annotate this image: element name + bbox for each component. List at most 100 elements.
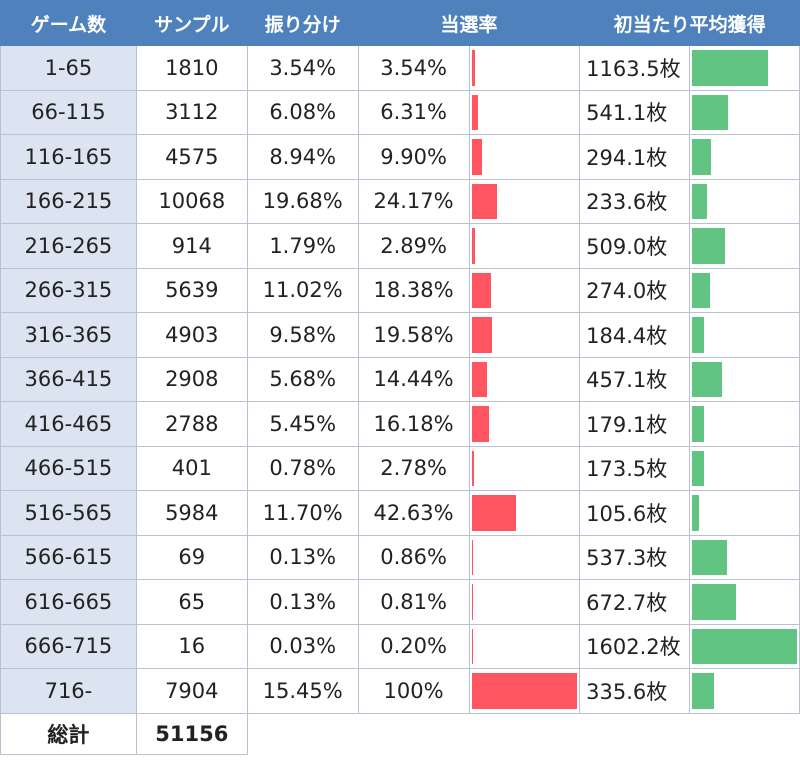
rate-bar-cell [468, 445, 581, 491]
avg-bar-cell [689, 534, 800, 580]
cell-sample: 5984 [135, 490, 248, 536]
cell-sample: 4575 [135, 134, 248, 180]
table-row: 466-515 401 0.78% 2.78% 173.5枚 [0, 445, 800, 491]
rate-bar-cell [468, 45, 581, 91]
table-row: 166-215 10068 19.68% 24.17% 233.6枚 [0, 178, 800, 224]
cell-rate: 19.58% [357, 312, 470, 358]
cell-avg: 274.0枚 [579, 267, 691, 313]
cell-rate: 6.31% [357, 89, 470, 135]
rate-bar-cell [468, 178, 581, 224]
avg-bar [692, 673, 715, 709]
cell-avg: 335.6枚 [579, 668, 691, 714]
rate-bar [471, 139, 482, 175]
cell-dist: 15.45% [246, 668, 359, 714]
table-row: 566-615 69 0.13% 0.86% 537.3枚 [0, 534, 800, 580]
table-row: 416-465 2788 5.45% 16.18% 179.1枚 [0, 401, 800, 447]
rate-bar-cell [468, 267, 581, 313]
cell-rate: 3.54% [357, 45, 470, 91]
cell-dist: 19.68% [246, 178, 359, 224]
cell-dist: 1.79% [246, 223, 359, 269]
cell-avg: 509.0枚 [579, 223, 691, 269]
header-row: ゲーム数 サンプル 振り分け 当選率 初当たり平均獲得 [0, 0, 800, 46]
avg-bar [692, 584, 737, 620]
header-avg: 初当たり平均獲得 [579, 0, 800, 46]
cell-dist: 0.13% [246, 534, 359, 580]
avg-bar [692, 50, 769, 86]
cell-dist: 3.54% [246, 45, 359, 91]
cell-rate: 42.63% [357, 490, 470, 536]
rate-bar [471, 406, 489, 442]
cell-avg: 1602.2枚 [579, 623, 691, 669]
rate-bar-cell [468, 668, 581, 714]
rate-bar [471, 495, 517, 531]
cell-dist: 8.94% [246, 134, 359, 180]
rate-bar [471, 361, 487, 397]
rate-bar-cell [468, 490, 581, 536]
avg-bar [692, 272, 711, 308]
cell-rate: 100% [357, 668, 470, 714]
avg-bar-cell [689, 668, 800, 714]
avg-bar-cell [689, 134, 800, 180]
table-row: 716- 7904 15.45% 100% 335.6枚 [0, 668, 800, 714]
cell-rate: 0.81% [357, 579, 470, 625]
avg-bar [692, 450, 704, 486]
table-row: 66-115 3112 6.08% 6.31% 541.1枚 [0, 89, 800, 135]
cell-rate: 0.86% [357, 534, 470, 580]
rate-bar [471, 94, 479, 130]
avg-bar [692, 94, 728, 130]
table-row: 1-65 1810 3.54% 3.54% 1163.5枚 [0, 45, 800, 91]
cell-range: 516-565 [0, 490, 137, 536]
avg-bar [692, 361, 723, 397]
table-row: 216-265 914 1.79% 2.89% 509.0枚 [0, 223, 800, 269]
cell-avg: 1163.5枚 [579, 45, 691, 91]
cell-dist: 0.03% [246, 623, 359, 669]
cell-avg: 537.3枚 [579, 534, 691, 580]
avg-bar-cell [689, 490, 800, 536]
cell-range: 216-265 [0, 223, 137, 269]
table-row: 616-665 65 0.13% 0.81% 672.7枚 [0, 579, 800, 625]
cell-range: 66-115 [0, 89, 137, 135]
avg-bar-cell [689, 579, 800, 625]
avg-bar-cell [689, 267, 800, 313]
cell-dist: 0.78% [246, 445, 359, 491]
avg-bar [692, 139, 712, 175]
avg-bar-cell [689, 445, 800, 491]
cell-range: 166-215 [0, 178, 137, 224]
avg-bar-cell [689, 178, 800, 224]
cell-sample: 10068 [135, 178, 248, 224]
cell-dist: 5.45% [246, 401, 359, 447]
cell-sample: 401 [135, 445, 248, 491]
avg-bar [692, 539, 728, 575]
cell-range: 266-315 [0, 267, 137, 313]
rate-bar-cell [468, 89, 581, 135]
cell-avg: 294.1枚 [579, 134, 691, 180]
table-row: 666-715 16 0.03% 0.20% 1602.2枚 [0, 623, 800, 669]
cell-sample: 3112 [135, 89, 248, 135]
cell-sample: 16 [135, 623, 248, 669]
cell-range: 366-415 [0, 356, 137, 402]
avg-bar [692, 495, 700, 531]
rate-bar [471, 50, 476, 86]
cell-dist: 6.08% [246, 89, 359, 135]
cell-sample: 69 [135, 534, 248, 580]
header-rate: 当選率 [357, 0, 581, 46]
avg-bar [692, 317, 705, 353]
cell-range: 416-465 [0, 401, 137, 447]
cell-rate: 2.89% [357, 223, 470, 269]
avg-bar-cell [689, 45, 800, 91]
cell-avg: 233.6枚 [579, 178, 691, 224]
cell-sample: 2788 [135, 401, 248, 447]
rate-bar [471, 539, 473, 575]
cell-rate: 18.38% [357, 267, 470, 313]
cell-sample: 2908 [135, 356, 248, 402]
rate-bar [471, 673, 577, 709]
avg-bar-cell [689, 223, 800, 269]
cell-avg: 173.5枚 [579, 445, 691, 491]
table-row: 316-365 4903 9.58% 19.58% 184.4枚 [0, 312, 800, 358]
table-body: 1-65 1810 3.54% 3.54% 1163.5枚 66-115 3112 6.08%… [0, 45, 800, 755]
rate-bar-cell [468, 623, 581, 669]
rate-bar [471, 183, 497, 219]
avg-bar [692, 228, 726, 264]
cell-rate: 0.20% [357, 623, 470, 669]
total-row: 総計 51156 [0, 712, 800, 755]
